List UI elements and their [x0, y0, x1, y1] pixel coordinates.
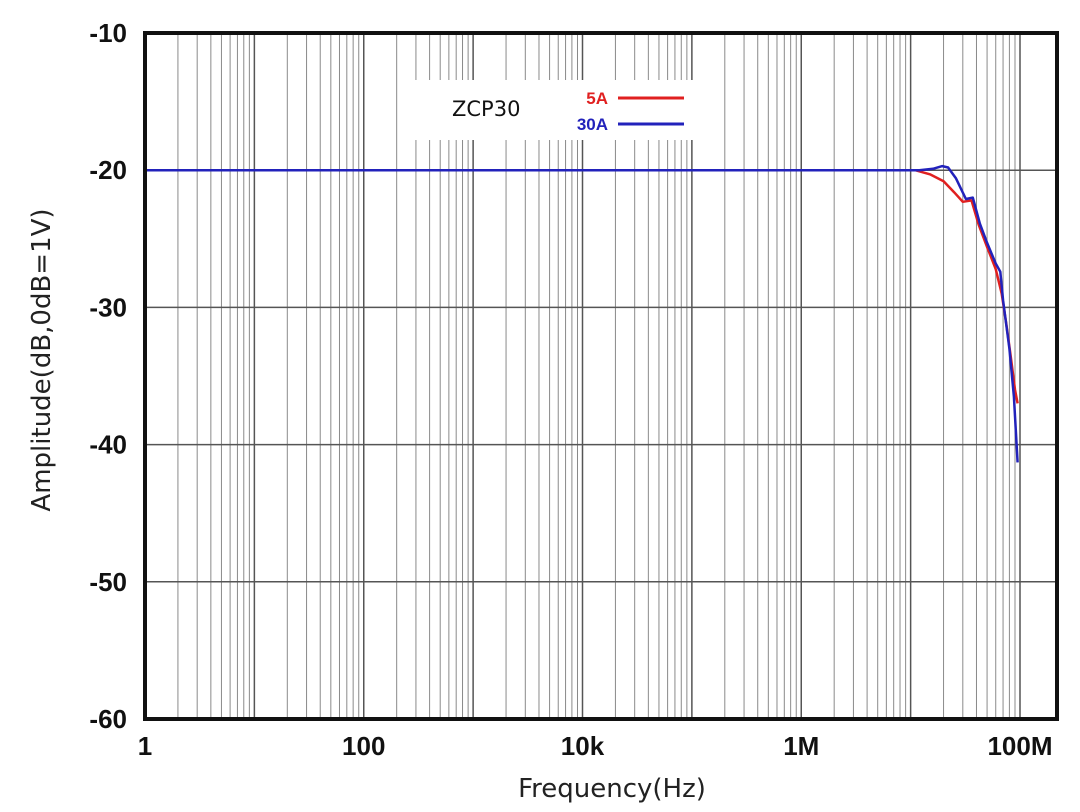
y-tick-label: -10 [89, 18, 127, 48]
series-lines [145, 164, 1019, 463]
plot-frame [143, 31, 1059, 721]
major-gridlines [145, 33, 1057, 719]
y-tick-label: -50 [89, 567, 127, 597]
x-axis-title: Frequency(Hz) [518, 774, 706, 804]
y-tick-labels: -10 -20 -30 -40 -50 -60 [89, 18, 127, 734]
y-tick-label: -30 [89, 292, 127, 322]
plot-background [145, 33, 1057, 719]
x-tick-label: 10k [561, 731, 605, 761]
legend-label-30a: 30A [577, 115, 608, 134]
minor-gridlines [177, 33, 1016, 719]
y-tick-label: -40 [89, 430, 127, 460]
legend-title: ZCP30 [452, 97, 520, 121]
x-tick-label: 1M [783, 731, 819, 761]
x-tick-label: 1 [138, 731, 152, 761]
legend-box [415, 80, 700, 140]
series-line-30a [145, 164, 1019, 463]
x-tick-label: 100M [987, 731, 1052, 761]
y-tick-label: -60 [89, 704, 127, 734]
x-tick-labels: 1 100 10k 1M 100M [138, 731, 1053, 761]
legend-label-5a: 5A [586, 89, 608, 108]
x-tick-label: 100 [342, 731, 385, 761]
y-tick-label: -20 [89, 155, 127, 185]
y-axis-title: Amplitude(dB,0dB=1V) [27, 208, 57, 511]
